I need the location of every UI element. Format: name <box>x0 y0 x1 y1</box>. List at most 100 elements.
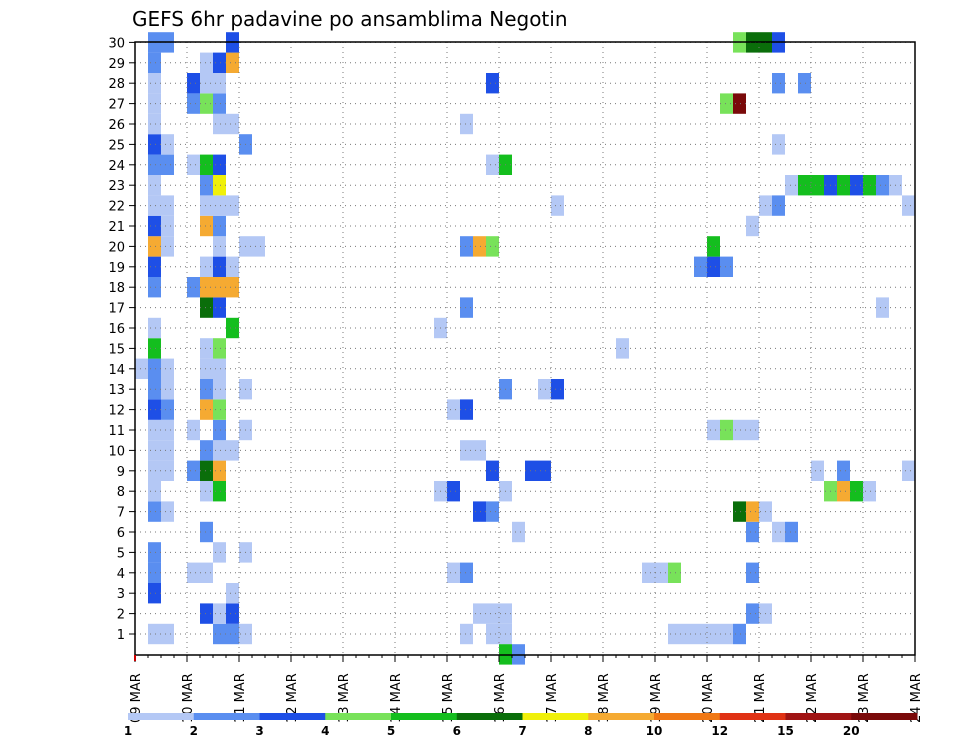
heatmap-cell <box>460 236 473 257</box>
heatmap-cell <box>148 256 161 277</box>
heatmap-cell <box>473 501 486 522</box>
x-tick-label: 14 MAR <box>389 673 404 723</box>
heatmap-cell <box>538 379 551 400</box>
heatmap-cell <box>772 521 785 543</box>
y-tick-label: 21 <box>108 220 125 235</box>
heatmap-cell <box>486 154 499 175</box>
heatmap-cell <box>161 440 174 461</box>
heatmap-cell <box>460 399 473 420</box>
colorbar-swatch <box>851 713 918 720</box>
y-tick-label: 18 <box>108 281 125 296</box>
x-tick-label: 19 MAR <box>649 673 664 723</box>
heatmap-cell <box>486 623 499 645</box>
x-tick-label: 09 MAR <box>129 673 144 723</box>
heatmap-cell <box>850 175 863 196</box>
heatmap-cell <box>200 297 213 318</box>
heatmap-cell <box>213 277 226 298</box>
heatmap-cell <box>200 52 213 73</box>
heatmap-cell <box>148 277 161 298</box>
heatmap-cell <box>148 460 161 481</box>
heatmap-cell <box>746 215 759 237</box>
heatmap-cell <box>733 419 746 441</box>
colorbar-label: 15 <box>777 724 794 738</box>
heatmap-cell <box>148 93 161 114</box>
heatmap-cell <box>161 419 174 441</box>
heatmap-cell <box>200 460 213 481</box>
heatmap-cell <box>148 419 161 441</box>
x-tick-label: 15 MAR <box>441 673 456 723</box>
y-tick-label: 20 <box>108 240 125 255</box>
heatmap-cell <box>187 93 200 114</box>
heatmap-cell <box>226 583 239 604</box>
heatmap-cell <box>512 521 525 543</box>
heatmap-cell <box>213 256 226 277</box>
x-axis-ticks: 09 MAR 10 MAR 11 MAR 12 MAR 13 MAR 14 MAR 15 M… <box>129 655 924 723</box>
grid-lines <box>135 41 915 655</box>
heatmap-cell <box>733 501 746 522</box>
heatmap-cell <box>460 562 473 583</box>
heatmap-cell <box>226 113 239 135</box>
heatmap-cell <box>720 623 733 645</box>
heatmap-cell <box>148 501 161 522</box>
heatmap-cell <box>473 440 486 461</box>
heatmap-cell <box>200 603 213 624</box>
heatmap-cell <box>876 297 889 318</box>
heatmap-cell <box>226 52 239 73</box>
heatmap-cell <box>707 236 720 257</box>
x-tick-label: 20 MAR <box>701 673 716 723</box>
x-tick-label: 11 MAR <box>233 673 248 723</box>
y-tick-label: 29 <box>108 57 125 72</box>
heatmap-cell <box>551 195 564 216</box>
heatmap-cell <box>187 460 200 481</box>
heatmap-cell <box>148 236 161 257</box>
colorbar-label: 2 <box>190 724 198 738</box>
heatmap-cell <box>187 154 200 175</box>
colorbar-swatch <box>193 713 260 720</box>
heatmap-cell <box>213 338 226 359</box>
heatmap-cell <box>148 481 161 502</box>
heatmap-cell <box>213 419 226 441</box>
y-tick-label: 25 <box>108 138 125 153</box>
heatmap-cell <box>226 317 239 339</box>
heatmap-cell <box>746 419 759 441</box>
y-tick-label: 22 <box>108 200 125 215</box>
heatmap-cell <box>902 460 915 481</box>
heatmap-cell <box>772 73 785 94</box>
heatmap-cell <box>551 379 564 400</box>
heatmap-cell <box>148 338 161 359</box>
y-tick-label: 30 <box>108 36 125 51</box>
heatmap-cell <box>746 521 759 543</box>
y-tick-label: 8 <box>117 485 125 500</box>
heatmap-cell <box>616 338 629 359</box>
heatmap-cell <box>200 358 213 379</box>
heatmap-cell <box>837 481 850 502</box>
heatmap-cell <box>226 195 239 216</box>
heatmap-cell <box>447 562 460 583</box>
heatmap-cell <box>863 481 876 502</box>
heatmap-cell <box>200 379 213 400</box>
heatmap-cell <box>200 175 213 196</box>
y-tick-label: 7 <box>117 506 125 521</box>
heatmap-cell <box>148 195 161 216</box>
colorbar-swatch <box>522 713 589 720</box>
heatmap-cell <box>200 195 213 216</box>
heatmap-cell <box>200 73 213 94</box>
heatmap-cell <box>837 175 850 196</box>
y-tick-label: 10 <box>108 444 125 459</box>
heatmap-cell <box>187 277 200 298</box>
y-tick-label: 17 <box>108 302 125 317</box>
heatmap-cell <box>720 256 733 277</box>
y-tick-label: 24 <box>108 159 125 174</box>
colorbar-label: 1 <box>124 724 132 738</box>
heatmap-cell <box>161 501 174 522</box>
heatmap-cell <box>148 358 161 379</box>
y-tick-label: 9 <box>117 465 125 480</box>
heatmap-cell <box>447 481 460 502</box>
heatmap-cell <box>720 93 733 114</box>
heatmap-cell <box>213 113 226 135</box>
x-tick-label: 18 MAR <box>597 673 612 723</box>
heatmap-cell <box>148 379 161 400</box>
heatmap-cell <box>486 73 499 94</box>
x-tick-label: 12 MAR <box>285 673 300 723</box>
x-tick-label: 13 MAR <box>337 673 352 723</box>
